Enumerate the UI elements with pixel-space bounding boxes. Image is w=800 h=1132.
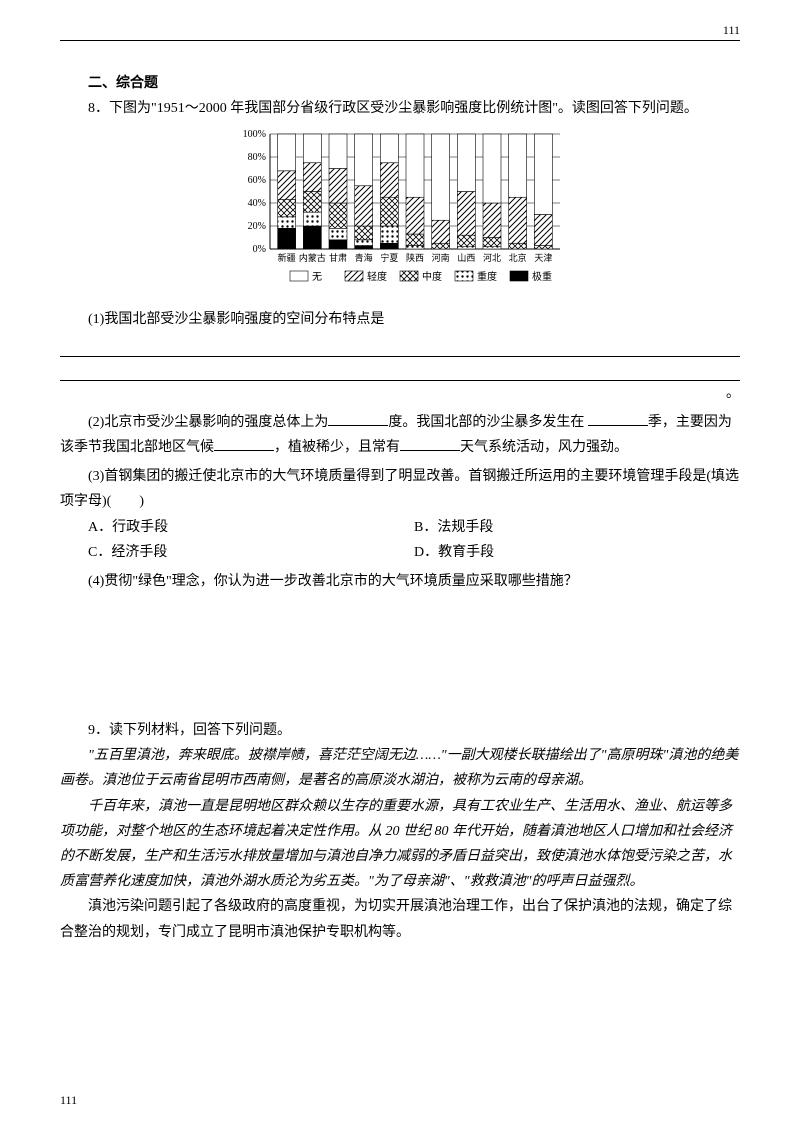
svg-text:北京: 北京 bbox=[509, 252, 527, 263]
svg-text:陕西: 陕西 bbox=[406, 252, 424, 263]
svg-text:山西: 山西 bbox=[457, 253, 475, 263]
q8-intro: 8．下图为"1951～2000 年我国部分省级行政区受沙尘暴影响强度比例统计图"… bbox=[60, 96, 740, 121]
page-number-top: 111 bbox=[723, 20, 740, 42]
option-a[interactable]: A．行政手段 bbox=[88, 515, 414, 540]
blank-2a[interactable] bbox=[328, 412, 388, 426]
svg-text:天津: 天津 bbox=[534, 253, 552, 263]
option-d[interactable]: D．教育手段 bbox=[414, 540, 740, 565]
blank-2d[interactable] bbox=[400, 437, 460, 451]
q9-para1: "五百里滇池，奔来眼底。披襟岸帻，喜茫茫空阔无边……"一副大观楼长联描绘出了"高… bbox=[60, 743, 740, 793]
section-title: 二、综合题 bbox=[60, 71, 740, 96]
svg-text:甘肃: 甘肃 bbox=[329, 252, 347, 263]
q8-part4: (4)贯彻"绿色"理念，你认为进一步改善北京市的大气环境质量应采取哪些措施？ bbox=[60, 569, 740, 594]
top-rule bbox=[60, 40, 740, 41]
svg-text:80%: 80% bbox=[248, 152, 266, 163]
blank-2c[interactable] bbox=[214, 437, 274, 451]
q8-p2-d: ，植被稀少，且常有 bbox=[274, 440, 400, 455]
q9-intro: 9．读下列材料，回答下列问题。 bbox=[60, 718, 740, 743]
svg-text:60%: 60% bbox=[248, 175, 266, 186]
svg-text:无: 无 bbox=[312, 272, 322, 283]
option-c[interactable]: C．经济手段 bbox=[88, 540, 414, 565]
svg-text:青海: 青海 bbox=[355, 252, 373, 263]
svg-text:100%: 100% bbox=[243, 129, 266, 140]
svg-text:宁夏: 宁夏 bbox=[380, 252, 398, 263]
svg-text:新疆: 新疆 bbox=[278, 252, 296, 263]
q9-para3: 滇池污染问题引起了各级政府的高度重视，为切实开展滇池治理工作，出台了保护滇池的法… bbox=[60, 894, 740, 944]
option-b[interactable]: B．法规手段 bbox=[414, 515, 740, 540]
period-end: 。 bbox=[60, 381, 740, 406]
page-number-bottom: 111 bbox=[60, 1090, 77, 1112]
svg-text:20%: 20% bbox=[248, 221, 266, 232]
svg-text:极重: 极重 bbox=[532, 270, 552, 283]
q8-p2-a: (2)北京市受沙尘暴影响的强度总体上为 bbox=[88, 415, 328, 430]
blank-line-2[interactable] bbox=[60, 361, 740, 381]
svg-text:河南: 河南 bbox=[432, 252, 450, 263]
q9-para2: 千百年来，滇池一直是昆明地区群众赖以生存的重要水源，具有工农业生产、生活用水、渔… bbox=[60, 794, 740, 895]
spacer bbox=[60, 594, 740, 714]
q8-part2: (2)北京市受沙尘暴影响的强度总体上为度。我国北部的沙尘暴多发生在 季，主要因为… bbox=[60, 410, 740, 460]
svg-text:中度: 中度 bbox=[422, 270, 442, 283]
q8-options: A．行政手段 B．法规手段 C．经济手段 D．教育手段 bbox=[88, 515, 740, 565]
svg-text:内蒙古: 内蒙古 bbox=[299, 252, 326, 263]
svg-text:河北: 河北 bbox=[483, 252, 501, 263]
svg-text:重度: 重度 bbox=[477, 270, 497, 283]
stacked-bar-chart: 0% 20% 40% 60% 80% 100% 新疆内蒙古甘肃青海宁夏陕西河南山西河北北京天… bbox=[230, 129, 570, 299]
q8-p2-e: 天气系统活动，风力强劲。 bbox=[460, 440, 628, 455]
blank-2b[interactable] bbox=[588, 412, 648, 426]
q8-part3: (3)首钢集团的搬迁使北京市的大气环境质量得到了明显改善。首钢搬迁所运用的主要环… bbox=[60, 464, 740, 514]
svg-text:40%: 40% bbox=[248, 198, 266, 209]
q8-part1: (1)我国北部受沙尘暴影响强度的空间分布特点是 bbox=[60, 307, 740, 332]
q8-p2-b: 度。我国北部的沙尘暴多发生在 bbox=[388, 415, 584, 430]
blank-line-1[interactable] bbox=[60, 337, 740, 357]
q8-chart: 0% 20% 40% 60% 80% 100% 新疆内蒙古甘肃青海宁夏陕西河南山西河北北京天… bbox=[230, 129, 570, 299]
svg-text:0%: 0% bbox=[253, 244, 266, 255]
svg-text:轻度: 轻度 bbox=[367, 270, 387, 283]
